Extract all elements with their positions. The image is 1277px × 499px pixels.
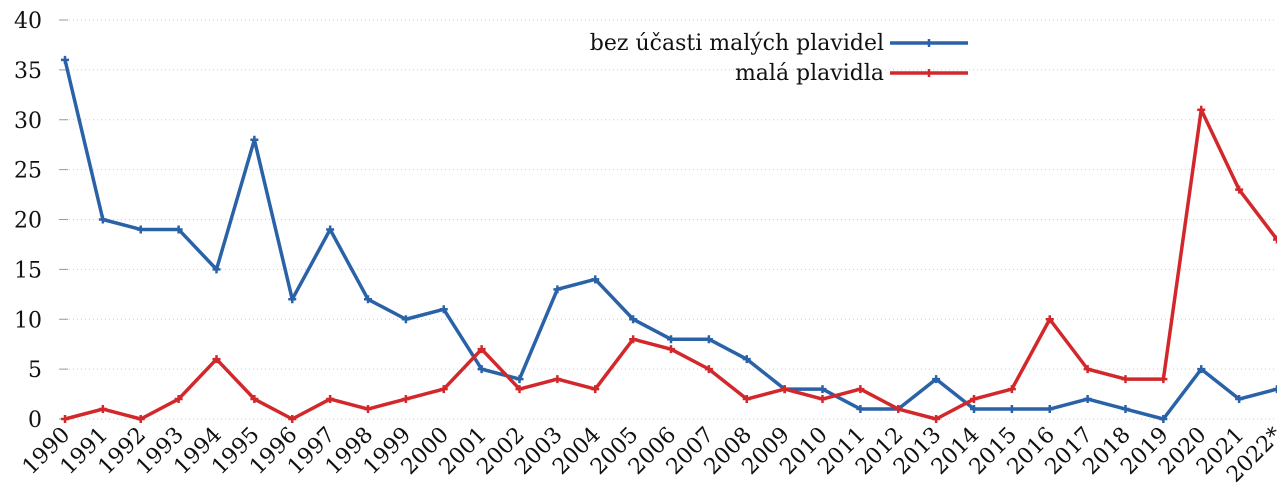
- y-tick-label: 25: [14, 159, 42, 184]
- marker: [401, 395, 410, 404]
- marker: [1121, 375, 1130, 384]
- marker: [1197, 105, 1206, 114]
- marker: [61, 55, 69, 64]
- legend-label: malá plavidla: [735, 61, 884, 86]
- line: [64, 108, 1277, 421]
- marker: [1045, 405, 1054, 414]
- marker: [1273, 235, 1277, 244]
- marker: [1007, 405, 1016, 414]
- marker: [1197, 365, 1206, 374]
- y-tick-label: 5: [28, 358, 42, 383]
- marker: [856, 385, 865, 394]
- marker: [667, 345, 675, 354]
- marker: [553, 285, 562, 294]
- marker: [742, 395, 751, 404]
- marker: [1007, 385, 1016, 394]
- marker: [818, 395, 827, 404]
- marker: [932, 415, 941, 423]
- marker: [629, 315, 638, 324]
- marker: [629, 335, 638, 344]
- marker: [477, 365, 486, 374]
- marker: [1083, 365, 1092, 374]
- y-tick-label: 30: [14, 109, 42, 134]
- marker: [364, 295, 372, 304]
- marker: [818, 385, 827, 394]
- marker: [439, 385, 448, 394]
- marker: [704, 365, 713, 374]
- marker: [174, 225, 183, 234]
- marker: [1159, 415, 1168, 423]
- legend-marker: [925, 39, 933, 47]
- marker: [856, 405, 865, 414]
- y-tick-label: 35: [14, 59, 42, 84]
- marker: [326, 395, 335, 404]
- marker: [174, 395, 183, 404]
- y-tick-label: 0: [28, 408, 42, 433]
- marker: [742, 355, 751, 364]
- marker: [1121, 405, 1130, 414]
- marker: [1083, 395, 1092, 404]
- marker: [1159, 375, 1168, 384]
- marker: [553, 375, 562, 384]
- legend-marker: [925, 69, 933, 77]
- marker: [970, 395, 978, 404]
- marker: [364, 405, 372, 414]
- marker: [136, 415, 145, 423]
- marker: [212, 355, 221, 364]
- marker: [477, 345, 486, 354]
- marker: [288, 415, 297, 423]
- marker: [326, 225, 335, 234]
- marker: [1273, 385, 1277, 394]
- y-tick-label: 20: [14, 209, 42, 234]
- marker: [932, 375, 941, 384]
- marker: [894, 405, 903, 414]
- marker: [515, 385, 524, 394]
- marker: [212, 265, 221, 274]
- marker: [401, 315, 410, 324]
- marker: [704, 335, 713, 344]
- marker: [970, 405, 978, 414]
- y-tick-label: 15: [14, 258, 42, 283]
- marker: [667, 335, 675, 344]
- marker: [98, 215, 107, 224]
- marker: [591, 275, 600, 284]
- marker: [591, 385, 600, 394]
- line: [63, 59, 1277, 421]
- marker: [250, 395, 259, 404]
- y-tick-label: 10: [14, 308, 42, 333]
- marker: [1235, 185, 1244, 194]
- marker: [61, 415, 69, 423]
- marker: [288, 295, 297, 304]
- marker: [780, 385, 789, 394]
- marker: [136, 225, 145, 234]
- y-tick-label: 40: [14, 9, 42, 34]
- marker: [1235, 395, 1244, 404]
- legend-label: bez účasti malých plavidel: [590, 31, 884, 56]
- marker: [98, 405, 107, 414]
- marker: [515, 375, 524, 384]
- marker: [250, 135, 259, 144]
- marker: [1045, 315, 1054, 324]
- marker: [439, 305, 448, 314]
